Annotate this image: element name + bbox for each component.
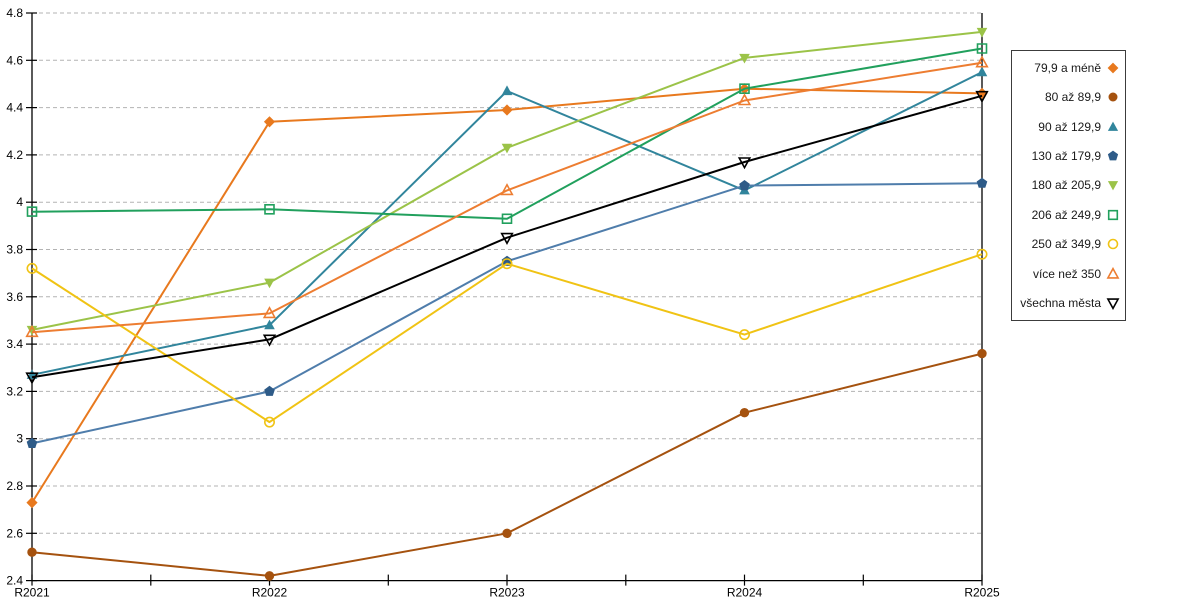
legend-marker-triangle-up-icon bbox=[1107, 121, 1119, 131]
data-point bbox=[975, 90, 989, 104]
y-tick-label: 3.4 bbox=[6, 337, 23, 351]
x-tick-label: R2023 bbox=[489, 586, 525, 600]
data-point bbox=[739, 407, 750, 418]
legend-item-label: 80 až 89,9 bbox=[1044, 90, 1101, 105]
data-point bbox=[976, 27, 988, 38]
legend-marker-triangle-up-icon bbox=[1106, 266, 1120, 279]
data-point bbox=[500, 183, 514, 196]
legend-item-label: 90 až 129,9 bbox=[1038, 119, 1101, 134]
y-tick-label: 3.6 bbox=[6, 290, 23, 304]
data-point bbox=[739, 53, 750, 64]
data-point bbox=[976, 43, 988, 54]
legend-item-label: všechna města bbox=[1020, 296, 1101, 311]
y-tick-label: 3.8 bbox=[6, 243, 23, 257]
data-point bbox=[262, 306, 277, 319]
data-point bbox=[737, 93, 752, 106]
legend-item-5: 206 až 249,9 bbox=[1012, 202, 1125, 228]
legend-item-2: 90 až 129,9 bbox=[1012, 114, 1125, 140]
data-point bbox=[26, 206, 38, 217]
legend-item-8: všechna města bbox=[1012, 290, 1125, 316]
data-point bbox=[25, 325, 39, 338]
legend-marker-square-icon bbox=[1107, 209, 1119, 221]
legend-item-6: 250 až 349,9 bbox=[1012, 231, 1125, 257]
data-point bbox=[976, 177, 988, 188]
data-point bbox=[262, 334, 277, 347]
series-line-8 bbox=[31, 94, 983, 379]
data-point bbox=[501, 258, 513, 270]
y-tick-label: 2.4 bbox=[6, 574, 23, 588]
legend-item-3: 130 až 179,9 bbox=[1012, 143, 1125, 169]
data-point bbox=[501, 255, 513, 266]
data-point bbox=[739, 180, 750, 191]
series-line-7 bbox=[31, 61, 983, 334]
y-tick-label: 4.6 bbox=[6, 53, 23, 67]
legend-marker-diamond-icon bbox=[1107, 62, 1119, 74]
data-point bbox=[27, 547, 37, 557]
y-tick-label: 3.2 bbox=[6, 384, 23, 398]
data-point bbox=[264, 385, 275, 396]
data-point bbox=[26, 497, 38, 509]
data-point bbox=[264, 278, 275, 289]
legend-item-label: 206 až 249,9 bbox=[1031, 207, 1101, 222]
legend-item-label: více než 350 bbox=[1032, 266, 1101, 281]
data-point bbox=[501, 85, 513, 96]
data-point bbox=[26, 437, 38, 448]
data-point bbox=[975, 55, 989, 68]
data-point bbox=[26, 262, 38, 274]
legend-item-0: 79,9 a méně bbox=[1012, 55, 1125, 81]
y-tick-label: 4.4 bbox=[6, 101, 23, 115]
data-point bbox=[501, 213, 513, 224]
y-tick-label: 4.8 bbox=[6, 6, 23, 20]
x-tick-label: R2021 bbox=[14, 586, 50, 600]
data-point bbox=[501, 143, 513, 154]
legend-marker-circle-icon bbox=[1107, 239, 1119, 250]
y-tick-label: 4.2 bbox=[6, 148, 23, 162]
series-line-4 bbox=[31, 30, 983, 331]
legend-item-1: 80 až 89,9 bbox=[1012, 84, 1125, 110]
data-point bbox=[264, 204, 275, 215]
data-point bbox=[26, 325, 38, 336]
data-point bbox=[263, 116, 276, 128]
data-point bbox=[977, 348, 987, 359]
data-point bbox=[501, 104, 513, 116]
data-point bbox=[976, 66, 988, 77]
legend-marker-triangle-down-icon bbox=[1106, 298, 1120, 311]
legend-item-label: 180 až 205,9 bbox=[1031, 178, 1101, 193]
data-point bbox=[263, 416, 275, 428]
series-line-5 bbox=[31, 47, 983, 220]
y-tick-label: 3 bbox=[16, 432, 23, 446]
series-line-1 bbox=[31, 352, 983, 577]
x-tick-label: R2025 bbox=[964, 586, 1000, 600]
data-point bbox=[502, 528, 512, 538]
legend-marker-pentagon-icon bbox=[1107, 150, 1119, 161]
legend-marker-circle-icon bbox=[1108, 92, 1118, 102]
series-line-3 bbox=[31, 182, 983, 445]
y-tick-label: 4 bbox=[16, 195, 23, 209]
y-tick-label: 2.6 bbox=[6, 526, 23, 540]
data-point bbox=[738, 329, 750, 341]
data-point bbox=[976, 248, 988, 260]
data-point bbox=[264, 571, 275, 581]
legend-item-label: 250 až 349,9 bbox=[1031, 237, 1101, 252]
data-point bbox=[500, 232, 514, 245]
x-tick-label: R2022 bbox=[252, 586, 288, 600]
y-tick-label: 2.8 bbox=[6, 479, 23, 493]
data-point bbox=[737, 157, 752, 170]
legend-item-label: 130 až 179,9 bbox=[1031, 149, 1101, 164]
data-point bbox=[739, 83, 750, 94]
data-point bbox=[264, 319, 275, 330]
legend-item-label: 79,9 a méně bbox=[1034, 60, 1101, 75]
series-line-6 bbox=[31, 253, 983, 424]
chart-legend: 79,9 a méně 80 až 89,9 90 až 129,9 130 a… bbox=[1011, 50, 1126, 321]
legend-item-7: více než 350 bbox=[1012, 261, 1125, 287]
legend-marker-triangle-down-icon bbox=[1107, 181, 1119, 191]
x-tick-label: R2024 bbox=[727, 586, 763, 600]
legend-item-4: 180 až 205,9 bbox=[1012, 172, 1125, 198]
data-point bbox=[25, 372, 39, 385]
